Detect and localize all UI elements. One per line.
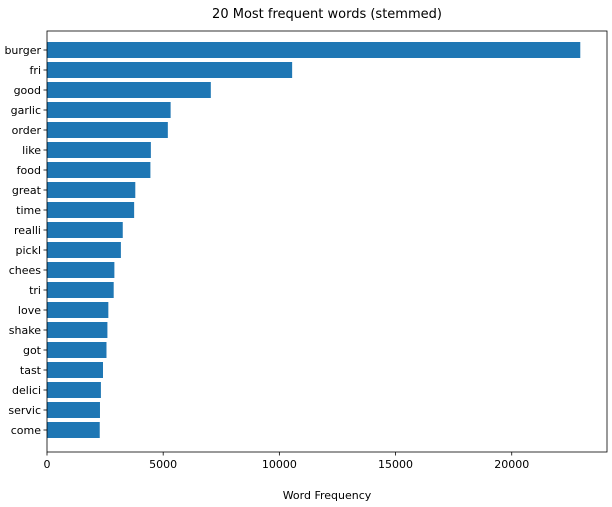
bar-garlic (47, 102, 171, 118)
category-label-delici: delici (12, 384, 41, 397)
category-label-great: great (12, 184, 42, 197)
category-label-garlic: garlic (11, 104, 41, 117)
category-label-servic: servic (8, 404, 41, 417)
bars-group (47, 42, 581, 438)
category-labels: burger fri good garlic order like food great tim… (4, 44, 47, 437)
x-tick-label-15000: 15000 (378, 458, 413, 471)
x-tick-label-10000: 10000 (262, 458, 297, 471)
category-label-realli: realli (14, 224, 41, 237)
bar-fri (47, 62, 293, 78)
bar-tri (47, 282, 114, 298)
bar-like (47, 142, 151, 158)
category-label-burger: burger (4, 44, 41, 57)
category-label-chees: chees (9, 264, 42, 277)
x-tick-label-20000: 20000 (494, 458, 529, 471)
bar-pickl (47, 242, 121, 258)
category-label-order: order (12, 124, 42, 137)
bar-come (47, 422, 100, 438)
bar-got (47, 342, 107, 358)
category-label-tri: tri (29, 284, 41, 297)
bar-time (47, 202, 135, 218)
bar-realli (47, 222, 123, 238)
category-label-fri: fri (30, 64, 41, 77)
bar-good (47, 82, 211, 98)
bar-burger (47, 42, 581, 58)
category-label-tast: tast (20, 364, 42, 377)
bar-love (47, 302, 109, 318)
bar-delici (47, 382, 101, 398)
category-label-shake: shake (9, 324, 41, 337)
plot-frame (46, 30, 608, 453)
category-label-love: love (18, 304, 41, 317)
category-label-like: like (22, 144, 41, 157)
category-label-come: come (11, 424, 41, 437)
bar-tast (47, 362, 103, 378)
x-axis-label: Word Frequency (283, 489, 372, 502)
bar-servic (47, 402, 100, 418)
bar-food (47, 162, 151, 178)
bar-order (47, 122, 168, 138)
category-label-time: time (16, 204, 41, 217)
x-ticks: 0 5000 10000 15000 20000 (44, 452, 529, 471)
category-label-pickl: pickl (15, 244, 41, 257)
x-tick-label-5000: 5000 (149, 458, 177, 471)
category-label-food: food (17, 164, 41, 177)
bar-shake (47, 322, 108, 338)
category-label-got: got (23, 344, 42, 357)
bar-chees (47, 262, 115, 278)
category-label-good: good (14, 84, 41, 97)
chart-title: 20 Most frequent words (stemmed) (212, 7, 442, 22)
bar-great (47, 182, 136, 198)
x-tick-label-0: 0 (44, 458, 51, 471)
